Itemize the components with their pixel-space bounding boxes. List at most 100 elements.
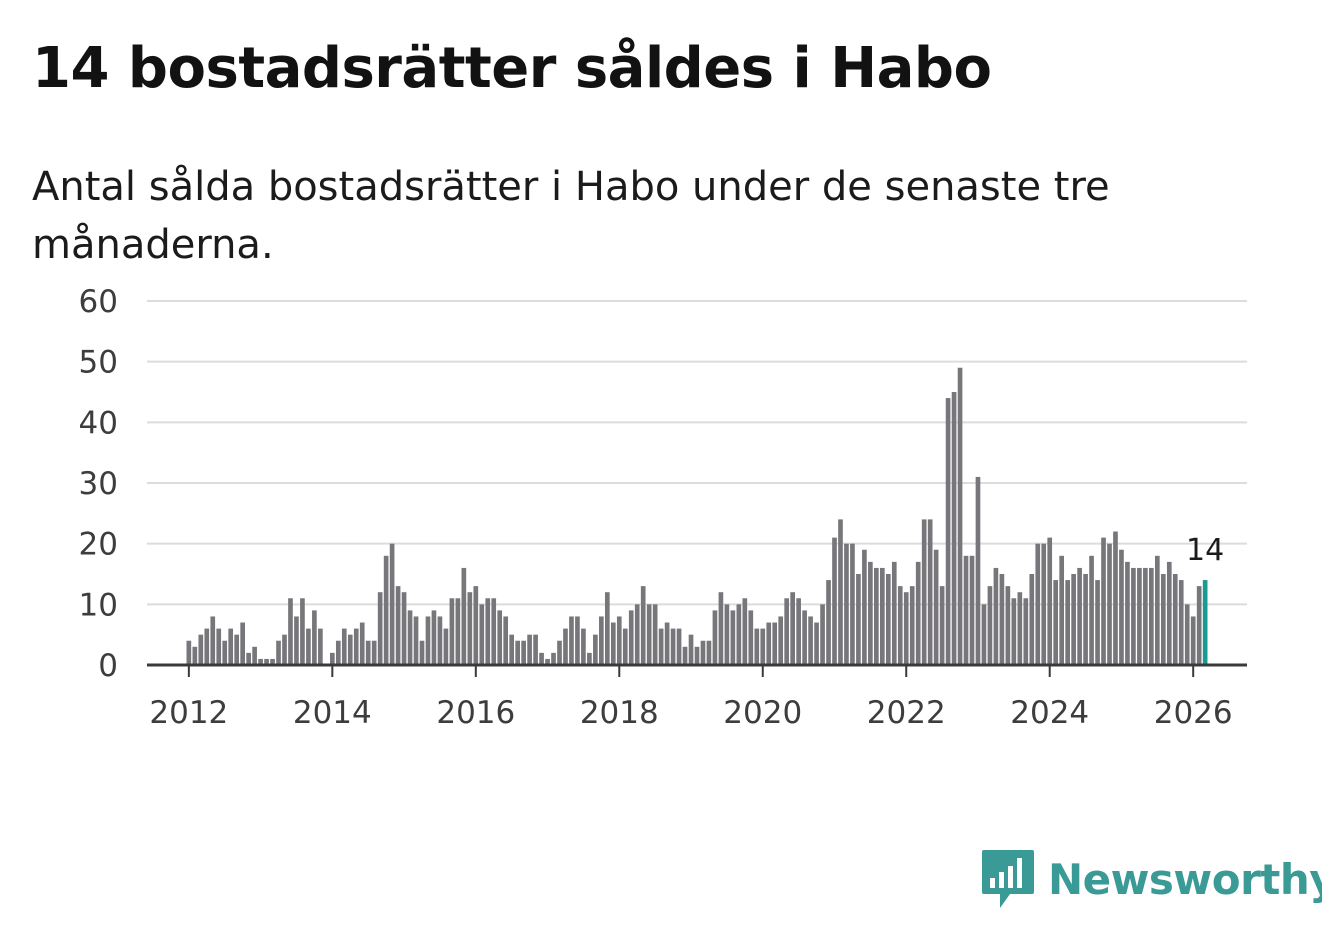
bar xyxy=(461,567,467,665)
bar xyxy=(575,616,580,665)
bar xyxy=(569,616,574,665)
bar xyxy=(557,640,562,665)
bar xyxy=(975,476,981,665)
bar xyxy=(1137,567,1142,665)
bar xyxy=(515,640,520,665)
bar xyxy=(969,555,975,665)
bar xyxy=(808,616,813,665)
x-tick-label: 2024 xyxy=(1010,695,1089,731)
bar xyxy=(718,592,724,665)
y-tick-label: 10 xyxy=(79,587,118,623)
bar xyxy=(246,652,251,665)
bar xyxy=(371,640,377,665)
bar xyxy=(1041,543,1047,665)
bar xyxy=(1160,574,1166,665)
bar xyxy=(778,616,784,665)
bar xyxy=(593,634,598,665)
bar xyxy=(288,598,293,665)
bar xyxy=(401,592,407,665)
bar xyxy=(389,543,395,665)
x-tick-label: 2014 xyxy=(293,695,372,731)
bar xyxy=(945,398,951,665)
bar xyxy=(676,628,682,665)
bar xyxy=(270,658,275,665)
bar xyxy=(616,616,622,665)
bar xyxy=(431,610,437,665)
bar xyxy=(264,658,269,665)
bar xyxy=(1011,598,1017,665)
bar xyxy=(377,592,383,665)
bar xyxy=(981,604,987,665)
bar-highlight xyxy=(1202,580,1208,665)
bar xyxy=(228,628,234,665)
bar xyxy=(1035,543,1041,665)
bar xyxy=(820,604,825,665)
bar xyxy=(1154,555,1160,665)
bar xyxy=(987,586,993,665)
bar xyxy=(724,604,730,665)
bar xyxy=(551,652,556,665)
x-tick-label: 2016 xyxy=(436,695,515,731)
bar xyxy=(306,628,311,665)
bar xyxy=(1143,567,1148,665)
bar xyxy=(467,592,473,665)
bar xyxy=(216,628,222,665)
bar xyxy=(754,628,760,665)
bar xyxy=(1071,574,1076,665)
bar xyxy=(903,592,909,665)
bar xyxy=(939,586,945,665)
bar xyxy=(527,634,532,665)
bar xyxy=(473,586,479,665)
bar xyxy=(192,646,198,665)
bar xyxy=(204,628,210,665)
bar xyxy=(329,652,335,665)
bar xyxy=(1047,537,1053,665)
bar xyxy=(748,610,754,665)
bar xyxy=(407,610,413,665)
bar xyxy=(539,652,544,665)
bar xyxy=(957,367,963,665)
bar xyxy=(610,622,616,665)
bar xyxy=(670,628,676,665)
bar xyxy=(395,586,401,665)
bar xyxy=(186,640,192,665)
bar xyxy=(1196,586,1202,665)
bar xyxy=(796,598,801,665)
bar xyxy=(210,616,216,665)
bar xyxy=(1029,574,1035,665)
bar xyxy=(742,598,748,665)
bar xyxy=(1184,604,1190,665)
axes xyxy=(147,663,1247,677)
y-tick-label: 60 xyxy=(79,284,118,320)
bar xyxy=(712,610,718,665)
bar xyxy=(497,610,503,665)
bar xyxy=(1113,531,1118,665)
bar xyxy=(563,628,568,665)
bar xyxy=(766,622,772,665)
bar xyxy=(359,622,365,665)
bar xyxy=(383,555,389,665)
bar xyxy=(688,634,694,665)
bar xyxy=(993,567,999,665)
bar xyxy=(312,610,317,665)
bar xyxy=(533,634,538,665)
bar xyxy=(234,634,240,665)
bar xyxy=(909,586,915,665)
y-tick-label: 40 xyxy=(79,405,118,441)
bar xyxy=(700,640,706,665)
bar xyxy=(885,574,891,665)
bar xyxy=(802,610,807,665)
bar xyxy=(844,543,849,665)
bar xyxy=(1131,567,1136,665)
bar xyxy=(856,574,861,665)
bar xyxy=(927,519,933,665)
bar xyxy=(1166,561,1172,665)
bar xyxy=(694,646,700,665)
bar xyxy=(276,640,281,665)
y-tick-label: 20 xyxy=(79,527,118,563)
bar xyxy=(521,640,526,665)
bar xyxy=(1089,555,1094,665)
bar xyxy=(425,616,431,665)
bar xyxy=(1149,567,1154,665)
